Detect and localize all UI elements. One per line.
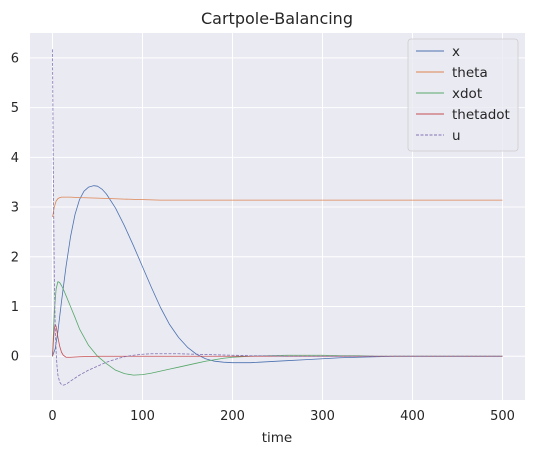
y-tick-label: 2	[11, 250, 19, 265]
series-line-x	[52, 185, 503, 364]
legend-label: xdot	[452, 86, 482, 102]
legend-label: theta	[452, 65, 488, 81]
x-tick-label: 0	[48, 409, 56, 424]
x-tick-label: 100	[130, 409, 155, 424]
y-tick-label: 0	[11, 350, 19, 365]
y-tick-label: 6	[11, 51, 19, 66]
legend-label: u	[452, 128, 461, 144]
y-tick-label: 1	[11, 300, 19, 315]
y-tick-label: 5	[11, 101, 19, 116]
x-tick-label: 300	[310, 409, 335, 424]
legend-entry-xdot: xdot	[416, 86, 482, 102]
series-line-xdot	[52, 281, 503, 376]
legend-label: x	[452, 44, 460, 60]
x-tick-label: 200	[220, 409, 245, 424]
x-tick-label: 400	[400, 409, 425, 424]
x-axis-label: time	[262, 430, 293, 446]
series-line-theta	[52, 196, 503, 218]
legend-entry-x: x	[416, 44, 460, 60]
chart-title: Cartpole-Balancing	[201, 9, 353, 28]
legend-entry-thetadot: thetadot	[416, 107, 510, 123]
series-lines	[52, 49, 503, 386]
legend-entry-theta: theta	[416, 65, 488, 81]
y-tick-label: 4	[11, 151, 19, 166]
legend-frame	[407, 38, 519, 152]
legend-label: thetadot	[452, 107, 510, 123]
legend-entry-u: u	[416, 128, 461, 144]
series-line-u	[52, 49, 503, 386]
grid-lines	[30, 33, 525, 400]
y-tick-label: 3	[11, 201, 19, 216]
legend: x theta xdot thetadot u	[407, 38, 519, 152]
tick-labels: 0 100 200 300 400 500 0 1 2 3 4 5 6	[11, 51, 515, 424]
x-tick-label: 500	[490, 409, 515, 424]
